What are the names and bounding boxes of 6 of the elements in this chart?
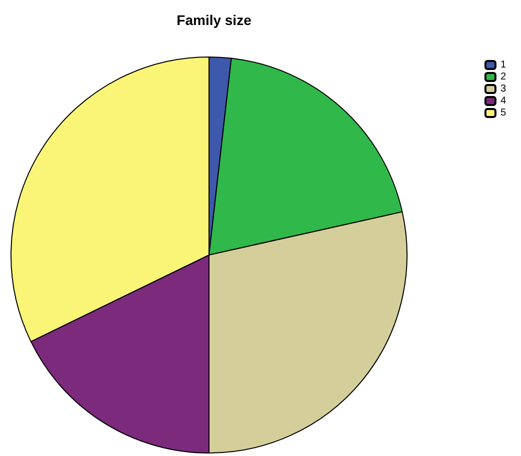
chart-title: Family size bbox=[176, 12, 252, 28]
legend-label: 1 bbox=[500, 60, 506, 70]
legend-label: 5 bbox=[500, 108, 506, 118]
legend-label: 4 bbox=[500, 96, 506, 106]
legend-label: 3 bbox=[500, 84, 506, 94]
legend-label: 2 bbox=[500, 72, 506, 82]
